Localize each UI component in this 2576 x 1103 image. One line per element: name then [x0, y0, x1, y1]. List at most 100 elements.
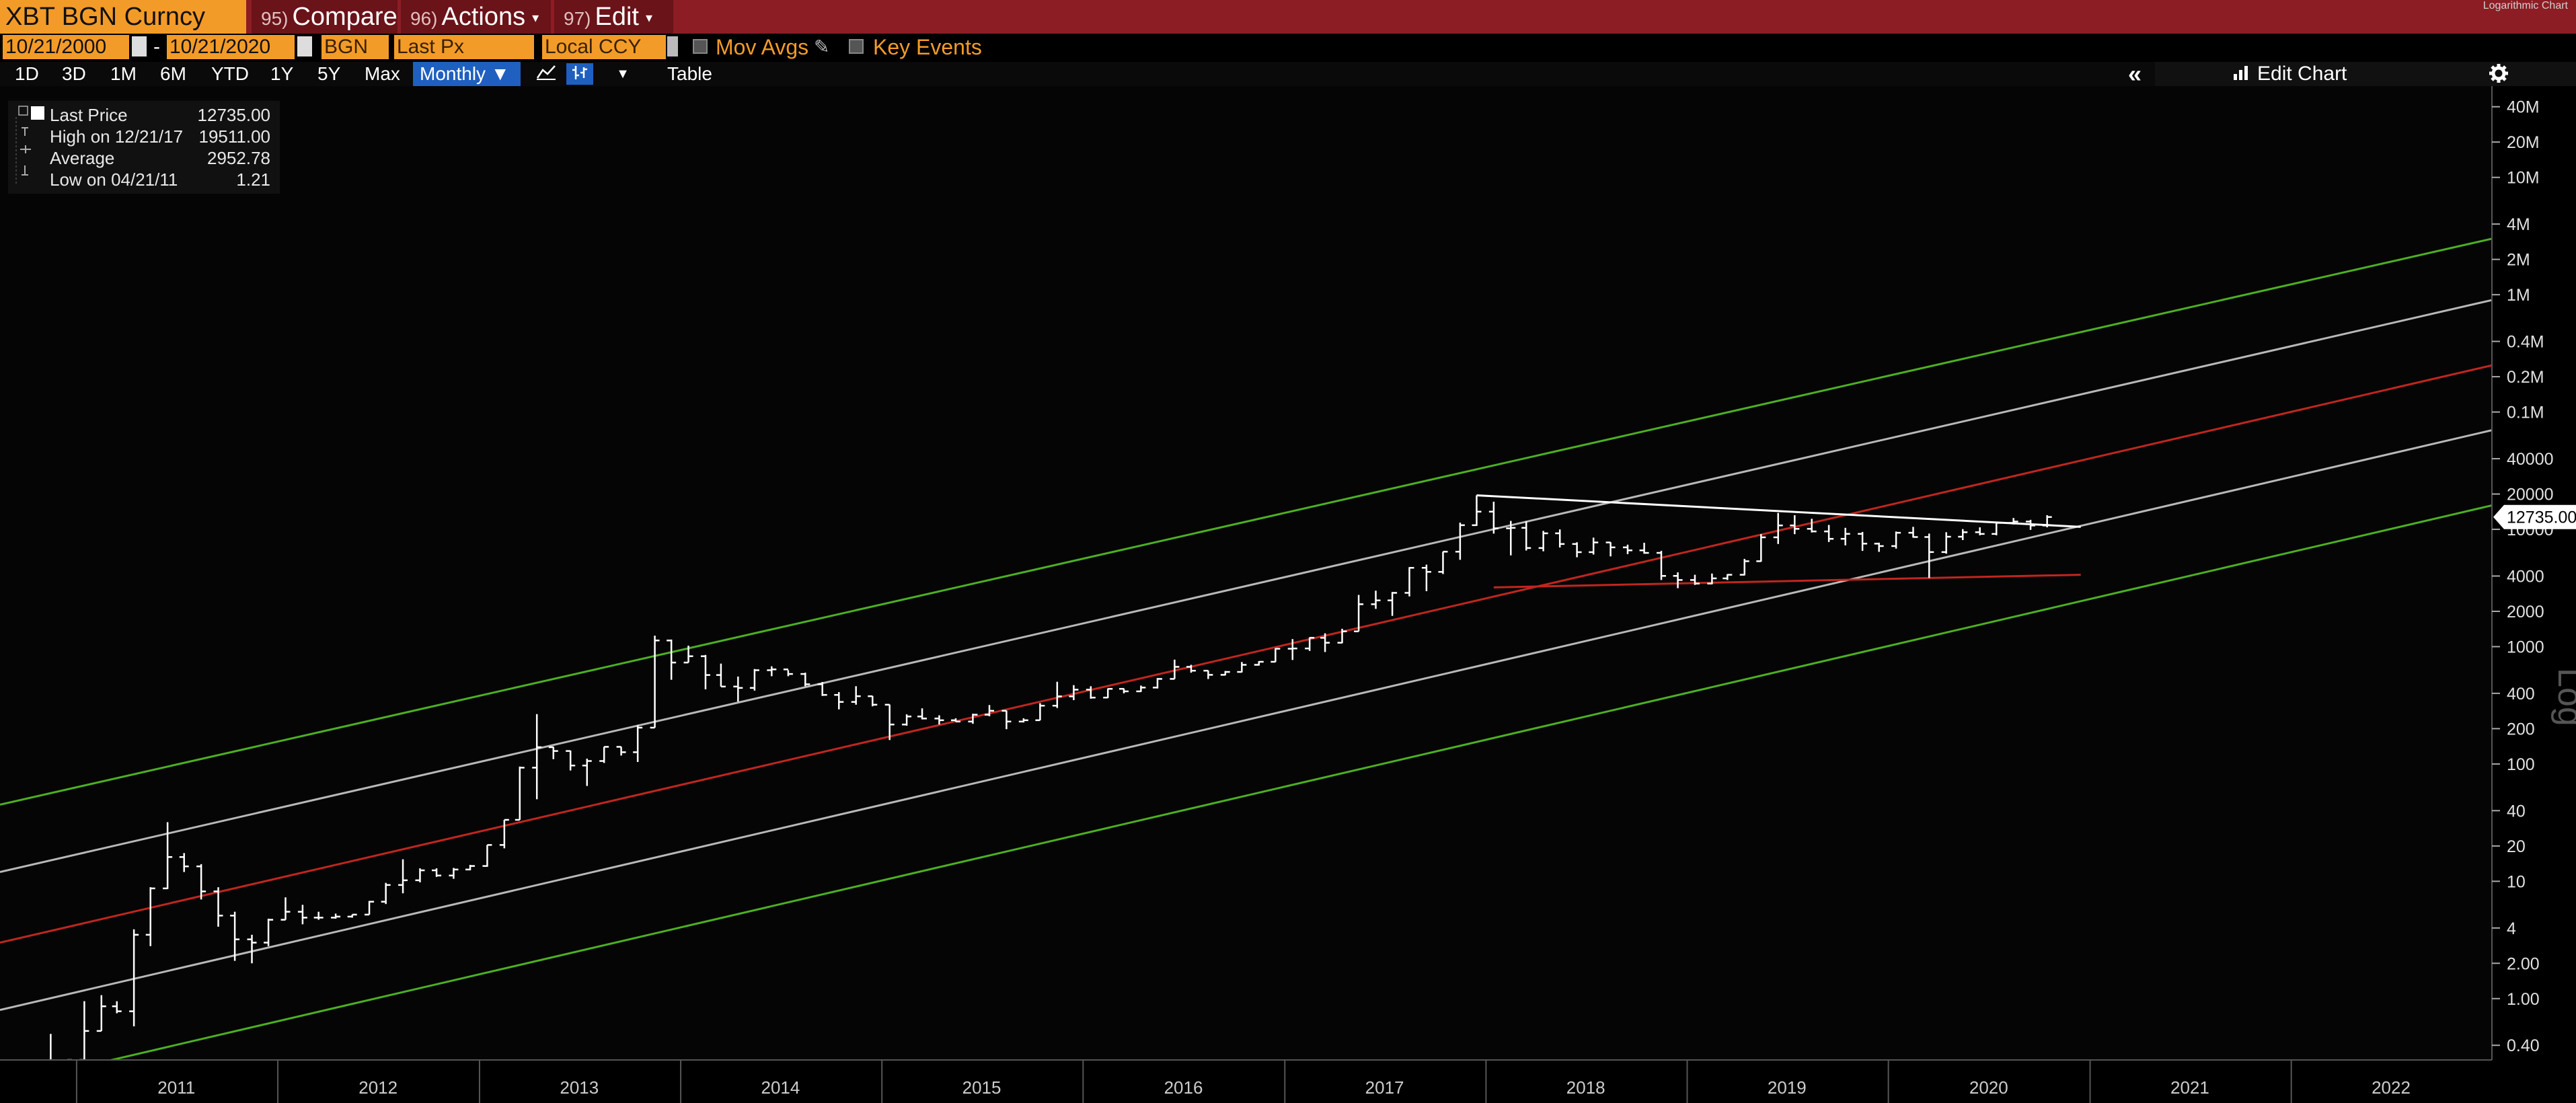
edit-menu[interactable]: 97) Edit ▾: [554, 0, 675, 34]
range-6m-button[interactable]: 6M: [160, 63, 186, 84]
price-field[interactable]: Last Px: [394, 35, 534, 59]
ohlc-bar: [1305, 637, 1315, 651]
mov-avgs-checkbox[interactable]: [693, 39, 708, 54]
ohlc-bar: [1690, 574, 1700, 585]
ohlc-bar: [1790, 515, 1800, 535]
ohlc-bar: [917, 708, 927, 720]
table-button[interactable]: Table: [667, 63, 712, 84]
legend-average-label: Average: [50, 148, 115, 168]
ohlc-bar: [1086, 686, 1096, 699]
legend-high-value: 19511.00: [198, 126, 270, 147]
collapse-icon[interactable]: «: [2128, 60, 2142, 87]
y-tick-label: 20M: [2507, 133, 2540, 152]
ohlc-bar: [365, 901, 375, 916]
ohlc-bar: [1924, 533, 1934, 578]
ohlc-bar: [1824, 525, 1834, 542]
bar-chart-icon[interactable]: [566, 63, 593, 85]
ohlc-bar: [902, 714, 912, 726]
actions-menu[interactable]: 96) Actions ▾: [401, 0, 553, 34]
y-tick-label: 200: [2507, 720, 2535, 738]
line-chart-icon[interactable]: [534, 63, 558, 85]
ohlc-bar: [247, 934, 257, 964]
ohlc-bar: [1052, 681, 1062, 708]
last-price-value: 12735.00: [2507, 508, 2576, 527]
ohlc-bar: [884, 703, 895, 740]
ohlc-bar: [280, 897, 291, 921]
ohlc-bar: [767, 666, 777, 677]
x-tick-label: 2014: [761, 1077, 800, 1098]
channel-line: [0, 504, 2493, 1088]
edit-chart-button[interactable]: Edit Chart: [2257, 63, 2347, 85]
ohlc-bar: [1337, 628, 1347, 644]
x-tick-label: 2011: [157, 1077, 195, 1098]
ohlc-bar: [700, 654, 710, 689]
ohlc-bar: [1623, 544, 1633, 554]
source-field[interactable]: BGN: [321, 35, 389, 59]
y-tick-label: 2000: [2507, 603, 2544, 621]
range-max-button[interactable]: Max: [365, 63, 400, 84]
ohlc-bar: [1756, 534, 1766, 562]
y-tick-label: 100: [2507, 755, 2535, 774]
ohlc-bar: [1371, 591, 1381, 609]
ohlc-bar: [1891, 531, 1901, 549]
ohlc-bar: [851, 686, 861, 705]
start-date-field[interactable]: 10/21/2000: [3, 35, 129, 59]
range-1d-button[interactable]: 1D: [15, 63, 39, 84]
trend-line: [1493, 574, 2081, 588]
ohlc-bar: [1438, 551, 1448, 574]
y-tick-label: 4000: [2507, 567, 2544, 586]
ohlc-bar: [749, 669, 759, 691]
ohlc-bar: [1220, 671, 1230, 676]
ohlc-bar: [2008, 518, 2018, 525]
ohlc-bar: [230, 911, 240, 961]
ohlc-bar: [297, 905, 307, 925]
ohlc-bar: [1203, 669, 1213, 679]
y-tick-label: 400: [2507, 685, 2535, 703]
range-5y-button[interactable]: 5Y: [317, 63, 341, 84]
edit-chart-icon[interactable]: [2229, 63, 2253, 85]
currency-select[interactable]: Local CCY: [542, 35, 666, 59]
range-1y-button[interactable]: 1Y: [270, 63, 294, 84]
period-label: Monthly: [420, 63, 486, 84]
last-price-marker: 12735.00: [2493, 504, 2576, 529]
key-events-checkbox[interactable]: [849, 39, 864, 54]
ticker-field[interactable]: XBT BGN Curncy: [0, 0, 246, 34]
trend-lines: [1476, 494, 2081, 588]
ohlc-bar: [112, 1001, 122, 1014]
x-axis-band: [0, 1060, 2576, 1103]
range-ytd-button[interactable]: YTD: [211, 63, 249, 84]
range-1m-button[interactable]: 1M: [110, 63, 137, 84]
y-tick-label: 40M: [2507, 98, 2540, 117]
period-select[interactable]: Monthly ▼: [413, 62, 521, 86]
end-date-field[interactable]: 10/21/2020: [167, 35, 295, 59]
y-axis: 40M20M10M4M2M1M0.4M0.2M0.1M4000020000100…: [2491, 86, 2576, 1060]
calendar-icon[interactable]: [297, 36, 312, 56]
y-tick-label: 2M: [2507, 251, 2530, 270]
ohlc-bar: [650, 636, 660, 729]
compare-menu-label: Compare: [292, 3, 397, 31]
ohlc-bar: [2026, 519, 2036, 530]
pencil-icon[interactable]: ✎: [814, 36, 830, 57]
key-events-label: Key Events: [873, 35, 982, 59]
y-axis-label: Log: [2550, 668, 2576, 726]
ohlc-bar: [934, 715, 944, 725]
ohlc-bar: [482, 844, 492, 867]
compare-menu[interactable]: 95) Compare: [252, 0, 400, 34]
ohlc-bar: [633, 725, 643, 762]
price-chart[interactable]: 40M20M10M4M2M1M0.4M0.2M0.1M4000020000100…: [0, 86, 2576, 1103]
x-tick-label: 2022: [2372, 1077, 2411, 1098]
ohlc-bar: [1958, 529, 1968, 541]
range-3d-button[interactable]: 3D: [62, 63, 86, 84]
channel-line: [0, 237, 2493, 806]
calendar-icon[interactable]: [132, 36, 147, 56]
currency-dropdown-icon[interactable]: [667, 36, 678, 56]
gear-icon[interactable]: [2482, 63, 2515, 85]
y-tick-label: 0.2M: [2507, 368, 2544, 387]
legend-last-label: Last Price: [50, 105, 128, 125]
ohlc-bar: [499, 819, 509, 849]
ohlc-bar: [1035, 703, 1045, 722]
y-tick-label: 20000: [2507, 486, 2554, 504]
chart-style-dropdown-icon[interactable]: ▼: [616, 67, 630, 81]
ohlc-bar: [1673, 572, 1683, 588]
ohlc-bar: [465, 864, 476, 871]
